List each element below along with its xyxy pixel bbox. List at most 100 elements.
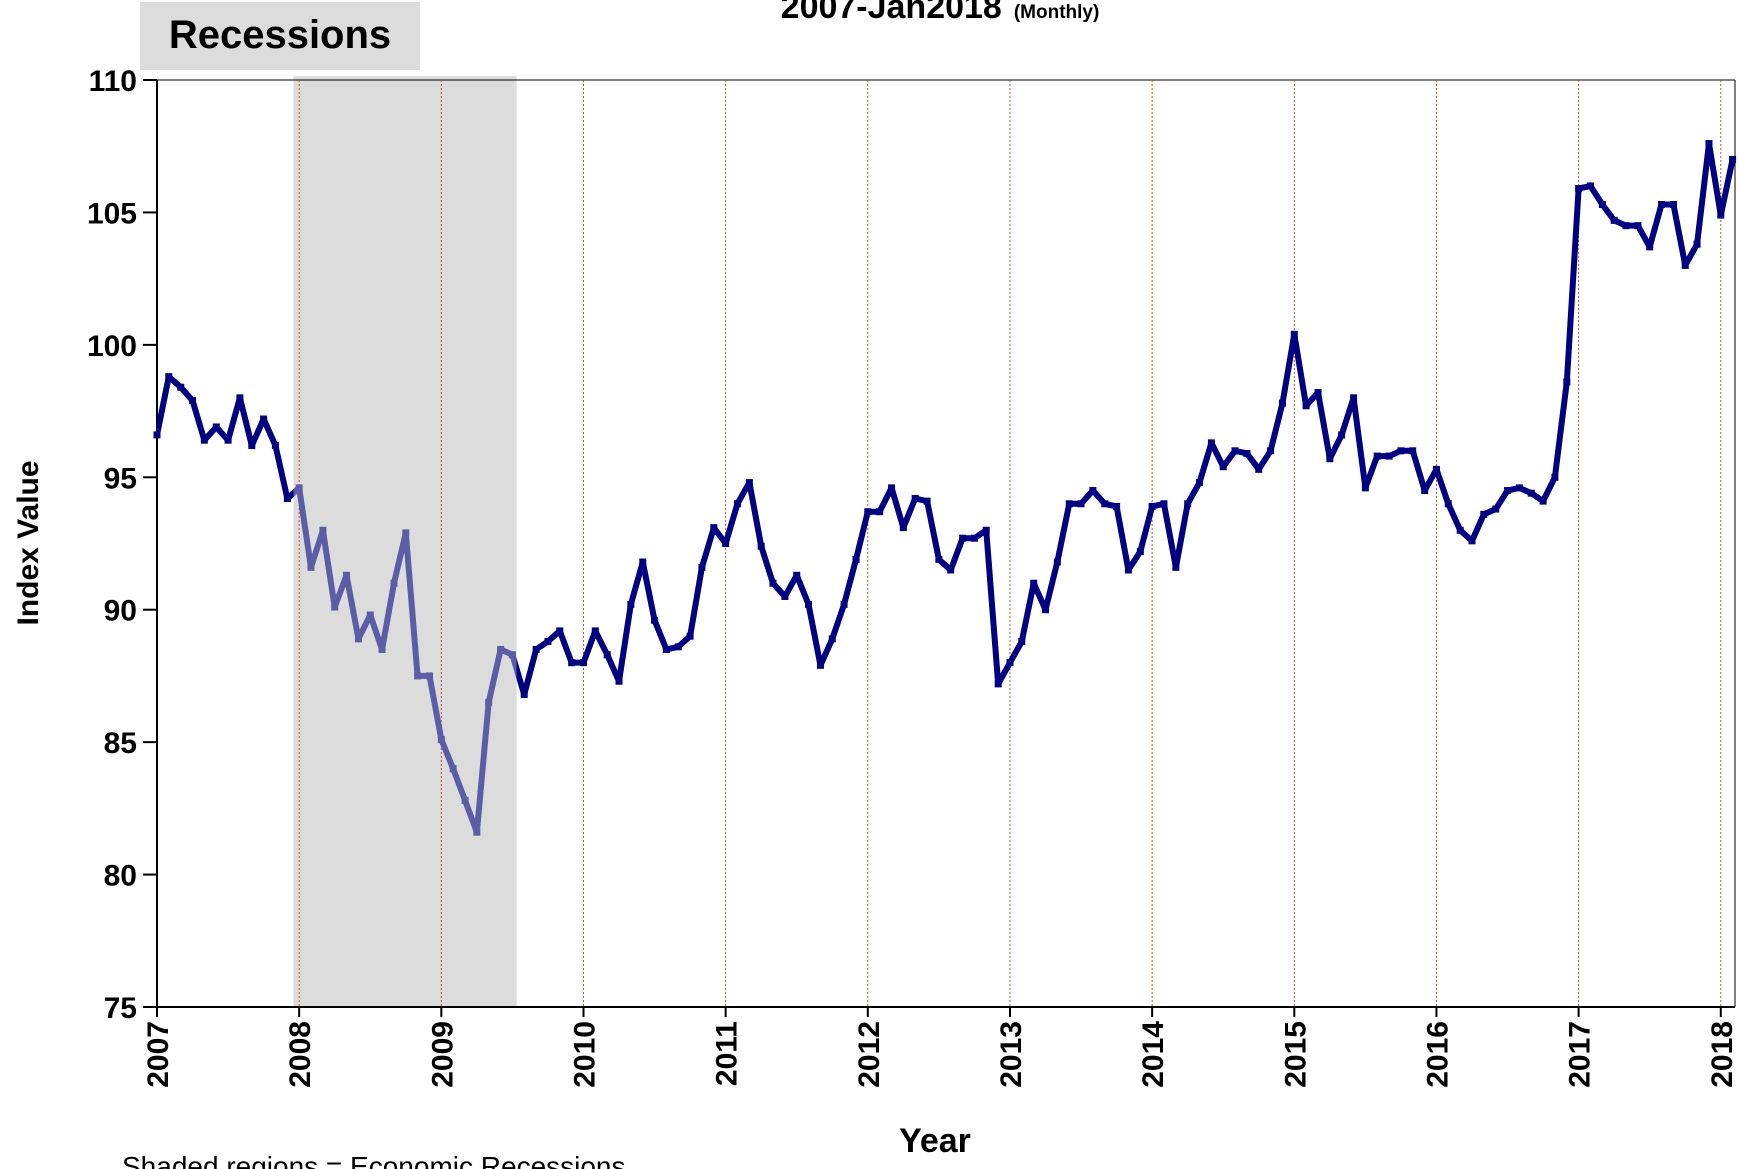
data-point (710, 524, 718, 532)
chart-title: 2007-Jan2018 (Monthly) (781, 0, 1100, 26)
x-tick-label: 2010 (568, 1021, 601, 1088)
data-point (994, 680, 1002, 688)
data-point (544, 637, 552, 645)
data-point (485, 698, 493, 706)
data-point (1669, 200, 1677, 208)
data-point (189, 396, 197, 404)
y-tick-label: 110 (89, 65, 137, 98)
data-point (1314, 389, 1322, 397)
data-point (1219, 463, 1227, 471)
data-point (1255, 465, 1263, 473)
x-tick-label: 2011 (711, 1021, 744, 1086)
data-point (591, 627, 599, 635)
data-point (1350, 394, 1358, 402)
note: Shaded regions = Economic Recessions (122, 1151, 626, 1169)
x-tick-label: 2017 (1564, 1021, 1597, 1088)
legend-box (140, 2, 420, 70)
y-tick-label: 80 (104, 860, 137, 893)
data-point (224, 436, 232, 444)
data-point (840, 600, 848, 608)
data-point (236, 394, 244, 402)
x-tick-label: 2008 (284, 1021, 317, 1088)
data-point (686, 632, 694, 640)
data-point (1563, 378, 1571, 386)
data-point (698, 563, 706, 571)
data-point (662, 645, 670, 653)
data-point (497, 645, 505, 653)
subtitle: (Monthly) (1014, 2, 1099, 23)
data-point (899, 524, 907, 532)
y-axis-label: Index Value (12, 460, 45, 625)
data-point (1444, 500, 1452, 508)
data-point (959, 534, 967, 542)
data-point (473, 828, 481, 836)
data-point (1148, 502, 1156, 510)
data-point (935, 555, 943, 563)
data-point (781, 592, 789, 600)
data-point (556, 627, 564, 635)
data-point (1373, 452, 1381, 460)
data-point (1539, 497, 1547, 505)
data-point (532, 645, 540, 653)
data-point (200, 436, 208, 444)
data-point (402, 529, 410, 537)
data-point (1456, 526, 1464, 534)
data-point (1243, 449, 1251, 457)
data-point (414, 672, 422, 680)
data-point (1030, 579, 1038, 587)
data-point (1515, 484, 1523, 492)
data-point (1598, 200, 1606, 208)
data-point (970, 534, 978, 542)
data-point (1042, 606, 1050, 614)
data-point (911, 494, 919, 502)
data-point (757, 542, 765, 550)
x-tick-label: 2007 (142, 1021, 175, 1088)
y-tick-label: 90 (104, 595, 137, 628)
data-point (1705, 140, 1713, 148)
data-point (1717, 211, 1725, 219)
data-point (805, 600, 813, 608)
data-point (864, 508, 872, 516)
data-point (1693, 240, 1701, 248)
data-point (1053, 558, 1061, 566)
title: 2007-Jan2018 (781, 0, 1002, 26)
data-point (520, 690, 528, 698)
data-point (1421, 487, 1429, 495)
x-tick-label: 2016 (1421, 1021, 1454, 1088)
data-point (1065, 500, 1073, 508)
y-tick-label: 75 (104, 992, 137, 1025)
legend-label: Recessions (169, 13, 391, 57)
data-point (1006, 659, 1014, 667)
data-point (1681, 261, 1689, 269)
data-point (1326, 455, 1334, 463)
data-point (1195, 479, 1203, 487)
data-point (1113, 502, 1121, 510)
data-point (947, 566, 955, 574)
data-point (1480, 510, 1488, 518)
data-point (828, 635, 836, 643)
data-point (888, 484, 896, 492)
data-point (603, 651, 611, 659)
data-point (1172, 563, 1180, 571)
data-point (923, 497, 931, 505)
data-point (1160, 500, 1168, 508)
data-point (1278, 399, 1286, 407)
data-point (307, 563, 315, 571)
data-point (852, 555, 860, 563)
data-point (1184, 500, 1192, 508)
x-tick-label: 2015 (1279, 1021, 1312, 1088)
data-point (319, 526, 327, 534)
data-point (816, 661, 824, 669)
data-point (1658, 200, 1666, 208)
x-tick-label: 2012 (853, 1021, 886, 1088)
data-point (674, 643, 682, 651)
data-point (1492, 505, 1500, 513)
data-point (248, 442, 256, 450)
data-point (1575, 185, 1583, 193)
data-point (1610, 216, 1618, 224)
data-point (378, 645, 386, 653)
data-point (722, 540, 730, 547)
data-point (793, 571, 801, 579)
data-point (295, 484, 303, 492)
data-point (1397, 447, 1405, 455)
